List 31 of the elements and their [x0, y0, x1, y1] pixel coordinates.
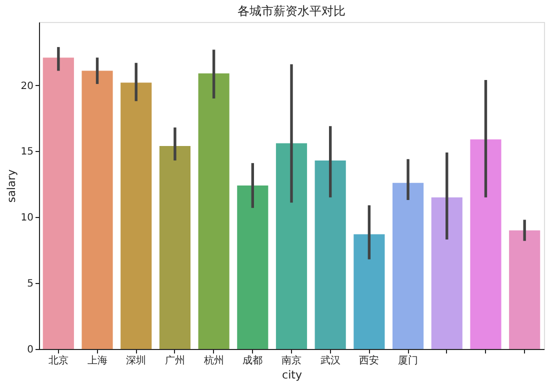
bar [159, 146, 190, 349]
y-tick-label: 5 [27, 278, 34, 290]
bar [82, 70, 113, 349]
bar [392, 182, 424, 349]
bar [509, 230, 540, 349]
x-axis-title: city [282, 368, 302, 382]
x-tick-label: 西安 [359, 354, 380, 366]
y-tick-label: 10 [20, 212, 34, 224]
bar [42, 58, 74, 349]
x-tick-label: 厦门 [398, 354, 418, 366]
x-tick-label: 广州 [164, 354, 185, 366]
x-tick-label: 北京 [48, 354, 68, 366]
x-tick-label: 成都 [242, 354, 263, 366]
y-tick-label: 0 [27, 344, 34, 356]
bar [237, 186, 268, 349]
y-tick-label: 15 [20, 146, 34, 158]
bar [276, 143, 308, 349]
bar [470, 139, 502, 349]
bar [198, 73, 230, 349]
bar [120, 82, 152, 349]
chart-title: 各城市薪资水平对比 [238, 4, 346, 18]
y-tick-label: 20 [20, 80, 34, 92]
x-tick-label: 南京 [282, 354, 302, 366]
bar [314, 160, 346, 349]
x-tick-label: 武汉 [320, 354, 340, 366]
x-tick-label: 深圳 [126, 354, 146, 366]
x-tick-label: 上海 [87, 354, 108, 366]
bar [354, 234, 385, 349]
y-axis-title: salary [4, 168, 18, 203]
bar [431, 197, 462, 349]
x-tick-label: 杭州 [202, 354, 224, 366]
